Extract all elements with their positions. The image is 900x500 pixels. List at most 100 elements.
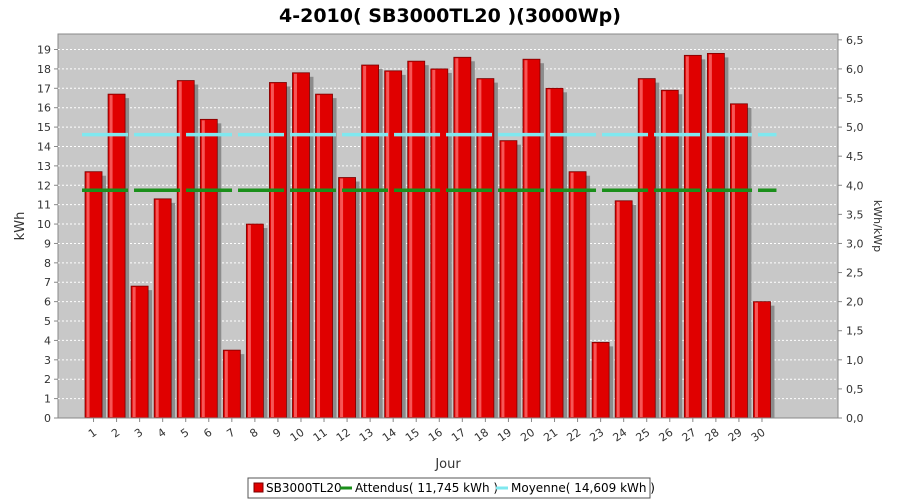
x-axis: 1 2 3 4 5 6 7 8 9 10 11 12 13 14 15 16 17 18 19 20 21 22 23 24 2…	[58, 417, 838, 445]
y2-tick-label: 2,5	[846, 267, 864, 280]
bar-highlight	[570, 172, 574, 417]
bar-highlight	[386, 71, 390, 418]
x-tick-label: 15	[403, 426, 422, 445]
x-axis-label: Jour	[434, 457, 461, 472]
x-tick-label: 27	[680, 426, 699, 445]
x-tick-label: 6	[201, 426, 214, 441]
x-tick-label: 26	[657, 426, 676, 445]
x-tick-label: 16	[426, 426, 445, 445]
bar-series	[84, 52, 775, 419]
y2-axis-label: kWh/kWp	[871, 200, 884, 252]
y-tick-label: 19	[37, 44, 51, 57]
bar-highlight	[132, 287, 136, 417]
bar-highlight	[201, 120, 205, 417]
bar-highlight	[662, 91, 666, 417]
bar-highlight	[293, 73, 297, 418]
y2-tick-label: 4,5	[846, 150, 864, 163]
y-tick-label: 3	[44, 354, 51, 367]
x-tick-label: 18	[472, 426, 491, 445]
y2-tick-label: 5,0	[846, 121, 864, 134]
y2-tick-label: 1,0	[846, 354, 864, 367]
y-tick-label: 13	[37, 160, 51, 173]
y2-tick-label: 2,0	[846, 296, 864, 309]
x-tick-label: 11	[311, 426, 330, 445]
x-tick-label: 24	[610, 426, 629, 445]
bar-highlight	[224, 351, 228, 417]
x-tick-label: 5	[178, 426, 191, 441]
y2-tick-label: 4,0	[846, 179, 864, 192]
bar-highlight	[547, 89, 551, 417]
reference-lines	[82, 132, 777, 192]
bar-highlight	[731, 104, 735, 418]
x-tick-label: 14	[380, 426, 399, 445]
bar-highlight	[639, 79, 643, 417]
y-tick-label: 8	[44, 257, 51, 270]
y-tick-label: 9	[44, 237, 51, 250]
x-tick-label: 19	[495, 426, 514, 445]
legend-label-attendus: Attendus( 11,745 kWh )	[355, 481, 498, 495]
y-tick-label: 7	[44, 276, 51, 289]
legend-label-moyenne: Moyenne( 14,609 kWh )	[511, 481, 655, 495]
y-tick-label: 15	[37, 121, 51, 134]
bar-highlight	[86, 172, 90, 417]
x-tick-label: 30	[749, 426, 768, 445]
legend-label-sb3000tl20: SB3000TL20	[266, 481, 342, 495]
x-tick-label: 9	[270, 426, 283, 441]
y2-tick-label: 6,5	[846, 34, 864, 47]
x-tick-label: 29	[726, 426, 745, 445]
x-tick-label: 21	[541, 426, 560, 445]
y-tick-label: 17	[37, 82, 51, 95]
bar-highlight	[685, 56, 689, 417]
y-tick-label: 1	[44, 393, 51, 406]
y-tick-label: 10	[37, 218, 51, 231]
legend-box	[247, 477, 651, 499]
y2-tick-label: 5,5	[846, 92, 864, 105]
y2-tick-label: 0,0	[846, 412, 864, 425]
x-tick-label: 10	[288, 426, 307, 445]
x-tick-label: 12	[334, 426, 353, 445]
x-tick-label: 28	[703, 426, 722, 445]
y-tick-label: 18	[37, 63, 51, 76]
bar-highlight	[432, 69, 436, 417]
y2-tick-label: 3,5	[846, 208, 864, 221]
x-tick-label: 17	[449, 426, 468, 445]
y2-tick-label: 1,5	[846, 325, 864, 338]
bar-highlight	[155, 199, 159, 417]
bar-highlight	[593, 343, 597, 417]
x-tick-label: 22	[564, 426, 583, 445]
bar-highlight	[270, 83, 274, 417]
bar-highlight	[109, 95, 113, 417]
bar-highlight	[478, 79, 482, 417]
bar-highlight	[455, 58, 459, 417]
bar-highlight	[247, 225, 251, 417]
x-tick-label: 1	[86, 426, 99, 441]
y-tick-label: 12	[37, 179, 51, 192]
y-tick-label: 5	[44, 315, 51, 328]
x-tick-label: 3	[132, 426, 145, 441]
x-tick-label: 7	[224, 426, 237, 441]
x-tick-label: 25	[634, 426, 653, 445]
y-tick-label: 2	[44, 373, 51, 386]
bar-highlight	[409, 62, 413, 417]
bar-highlight	[616, 201, 620, 417]
y2-tick-label: 6,0	[846, 63, 864, 76]
y2-tick-label: 0,5	[846, 383, 864, 396]
bar-highlight	[708, 54, 712, 417]
y-tick-label: 11	[37, 199, 51, 212]
bar-highlight	[363, 66, 367, 417]
y-tick-label: 6	[44, 296, 51, 309]
y-tick-label: 0	[44, 412, 51, 425]
legend: SB3000TL20 Attendus( 11,745 kWh ) Moyenne(…	[247, 477, 655, 499]
x-tick-label: 13	[357, 426, 376, 445]
y-axis-right: 0,0 0,5 1,0 1,5 2,0 2,5 3,0 3,5 4,0 4,5 5,0 5,5 6,0 6…	[837, 34, 864, 425]
x-tick-label: 8	[247, 426, 260, 441]
bar-highlight	[178, 81, 182, 417]
x-tick-label: 2	[109, 426, 122, 441]
y-axis-label: kWh	[13, 212, 28, 241]
bar-highlight	[524, 60, 528, 417]
y-tick-label: 16	[37, 102, 51, 115]
bar-highlight	[340, 178, 344, 417]
x-tick-label: 20	[518, 426, 537, 445]
y-tick-label: 14	[37, 140, 51, 153]
